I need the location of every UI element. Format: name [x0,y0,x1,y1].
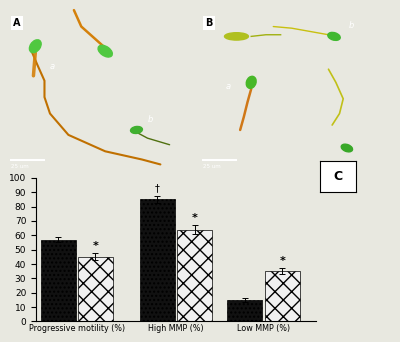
Bar [140,199,175,321]
Text: B: B [205,18,212,28]
Ellipse shape [328,32,340,40]
Text: 25 um: 25 um [11,164,29,169]
Text: a: a [50,62,55,71]
Text: C: C [334,170,342,183]
Ellipse shape [341,144,352,152]
Text: †: † [155,184,160,194]
Ellipse shape [224,33,248,40]
Text: b: b [349,21,354,30]
Bar [265,271,300,321]
Text: *: * [92,241,98,251]
Bar [227,300,262,321]
Ellipse shape [98,45,112,57]
Text: a: a [226,82,230,91]
Text: *: * [279,256,285,266]
Bar [41,240,76,321]
Text: b: b [148,115,153,124]
Text: 25 um: 25 um [203,164,221,169]
Ellipse shape [130,127,142,133]
Text: A: A [13,18,21,28]
Bar [78,257,113,321]
Text: *: * [192,213,198,223]
Ellipse shape [246,76,256,88]
Ellipse shape [30,40,41,53]
Bar [177,229,212,321]
